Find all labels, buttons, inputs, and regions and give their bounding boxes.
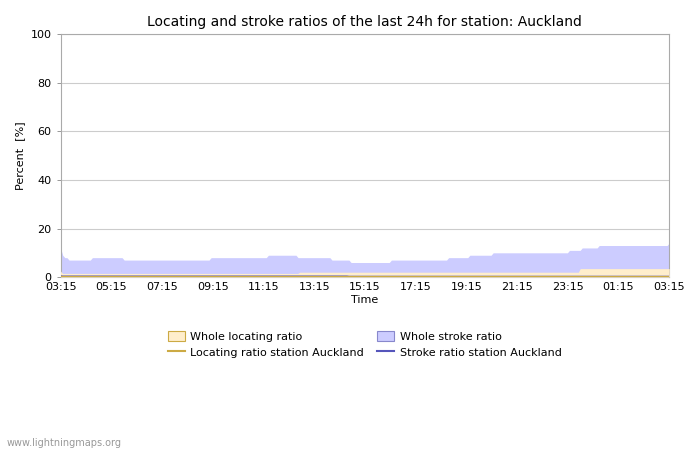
Y-axis label: Percent  [%]: Percent [%] [15,122,25,190]
Legend: Whole locating ratio, Locating ratio station Auckland, Whole stroke ratio, Strok: Whole locating ratio, Locating ratio sta… [164,326,566,362]
X-axis label: Time: Time [351,295,379,305]
Text: www.lightningmaps.org: www.lightningmaps.org [7,438,122,448]
Title: Locating and stroke ratios of the last 24h for station: Auckland: Locating and stroke ratios of the last 2… [148,15,582,29]
